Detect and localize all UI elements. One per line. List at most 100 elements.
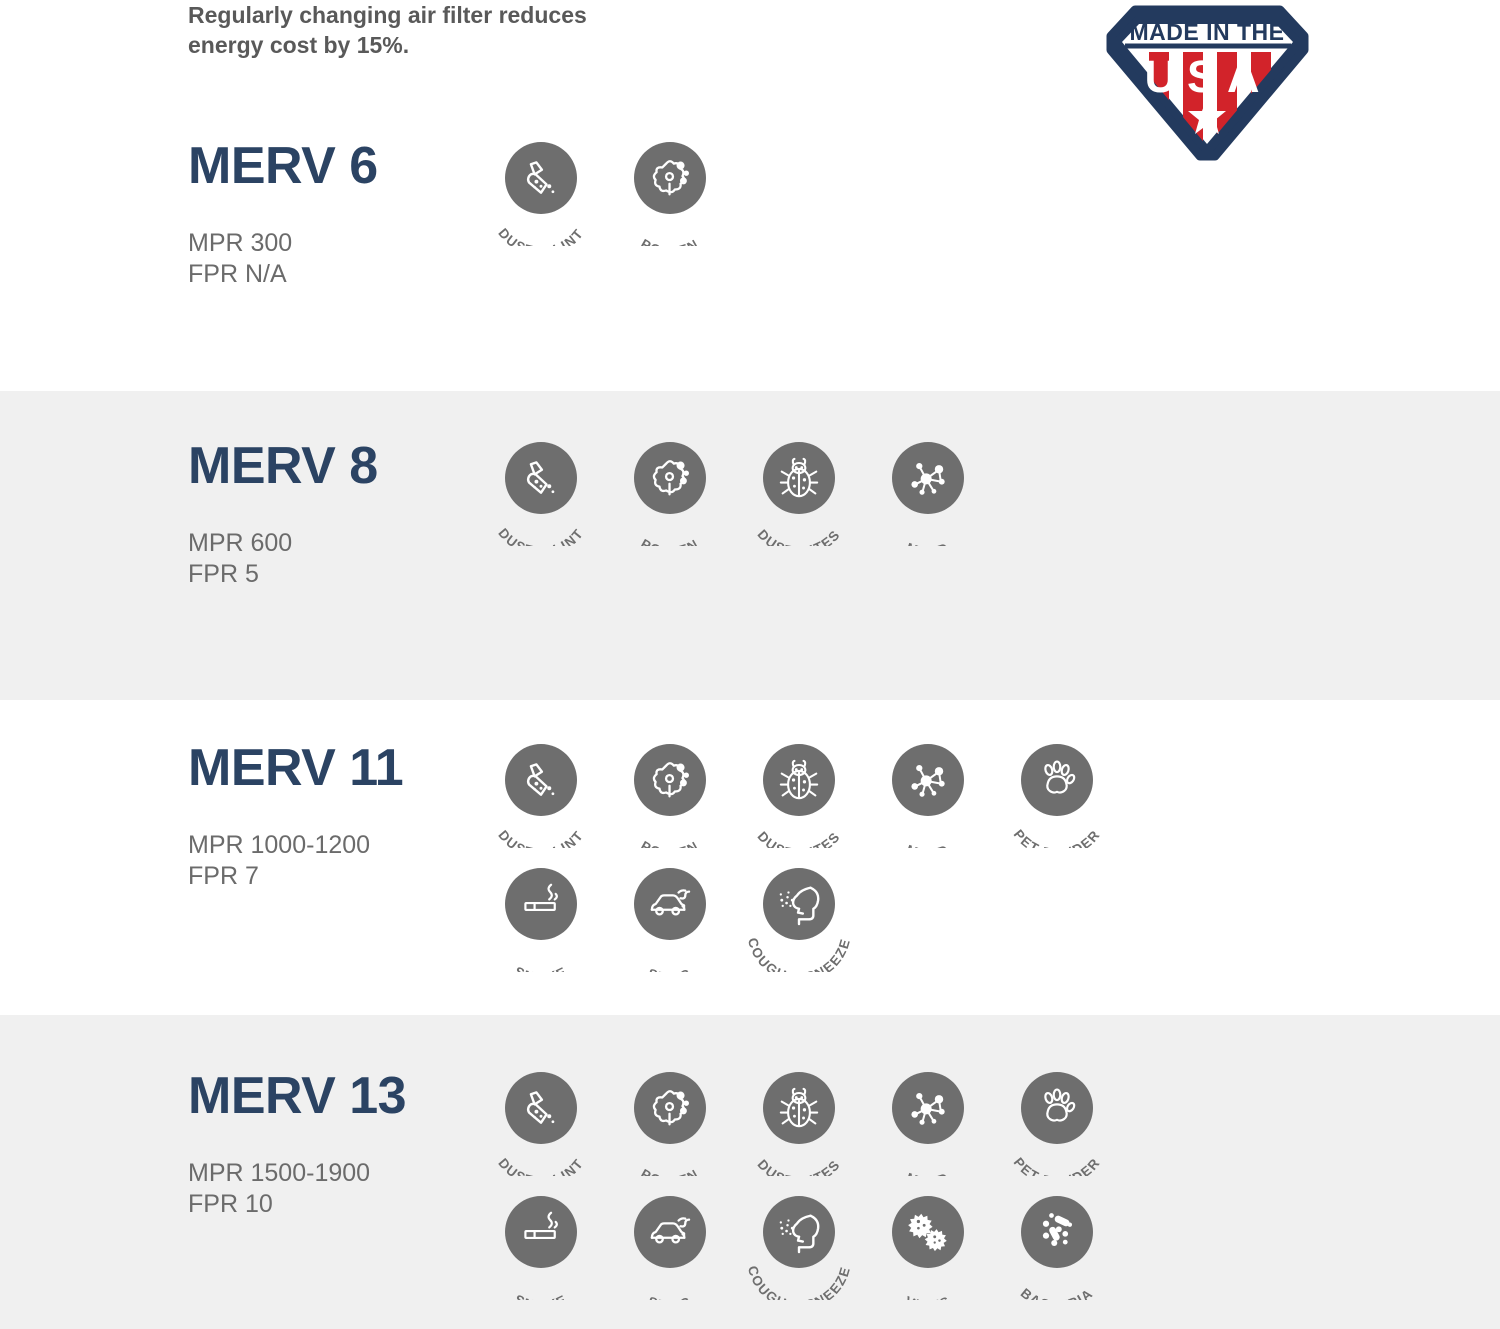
svg-text:PET DANDER: PET DANDER: [1011, 827, 1104, 848]
pet-dander-icon: [1021, 744, 1093, 816]
contaminant-dust-lint: DUST & LINT: [495, 1072, 585, 1178]
contaminant-icon-grid: DUST & LINT POLLEN D: [495, 442, 964, 548]
contaminant-bacteria: BACTERIA: [1018, 1196, 1096, 1302]
merv-ratings: MPR 600 FPR 5: [188, 528, 488, 591]
merv-ratings: MPR 300 FPR N/A: [188, 228, 488, 291]
contaminant-virus: VIRUS: [892, 1196, 964, 1302]
svg-text:SMOKE: SMOKE: [512, 964, 570, 972]
svg-text:DUST MITES: DUST MITES: [754, 527, 843, 546]
contaminant-dust-mites: DUST MITES: [754, 442, 842, 548]
fpr-value: FPR 7: [188, 862, 259, 891]
contaminant-pet-dander: PET DANDER: [1011, 1072, 1102, 1178]
contaminant-pollen: POLLEN: [634, 142, 706, 248]
contaminant-cough-sneeze: COUGH & SNEEZE: [745, 868, 852, 974]
smog-icon: [634, 1196, 706, 1268]
contaminant-icon-row: DUST & LINT POLLEN D: [495, 1072, 1102, 1178]
contaminant-pet-dander: PET DANDER: [1011, 744, 1102, 850]
contaminant-pollen: POLLEN: [634, 744, 706, 850]
fpr-value: FPR 10: [188, 1190, 273, 1219]
pollen-icon: [634, 744, 706, 816]
svg-text:DUST & LINT: DUST & LINT: [495, 1155, 586, 1176]
contaminant-pollen: POLLEN: [634, 442, 706, 548]
svg-text:COUGH & SNEEZE: COUGH & SNEEZE: [745, 1264, 854, 1300]
badge-star-icon: [1188, 98, 1226, 134]
mpr-value: MPR 1000-1200: [188, 831, 371, 859]
svg-text:MOLD: MOLD: [905, 842, 952, 848]
mold-icon: [892, 1072, 964, 1144]
svg-text:MOLD: MOLD: [905, 540, 952, 546]
dust-lint-icon: [505, 1072, 577, 1144]
mold-icon: [892, 744, 964, 816]
fpr-value: FPR 5: [188, 560, 259, 589]
svg-text:DUST MITES: DUST MITES: [754, 1157, 843, 1176]
contaminant-icon-row: DUST & LINT POLLEN D: [495, 744, 1102, 850]
svg-text:VIRUS: VIRUS: [903, 1293, 953, 1300]
contaminant-icon-row: DUST & LINT POLLEN D: [495, 442, 964, 548]
contaminant-icon-row: SMOKE SMOG COUGH & SNEEZE: [505, 868, 1093, 974]
contaminant-dust-lint: DUST & LINT: [495, 744, 585, 850]
merv-title: MERV 13: [188, 1067, 407, 1125]
fpr-value: FPR N/A: [188, 260, 287, 289]
contaminant-smog: SMOG: [634, 868, 706, 974]
virus-icon: [892, 1196, 964, 1268]
contaminant-dust-lint: DUST & LINT: [495, 142, 585, 248]
smoke-icon: [505, 1196, 577, 1268]
merv-label-block: MERV 8 MPR 600 FPR 5: [188, 440, 488, 591]
svg-text:POLLEN: POLLEN: [638, 236, 702, 246]
made-in-usa-shield-icon: MADE IN THE USA: [1106, 5, 1309, 161]
contaminant-dust-mites: DUST MITES: [754, 1072, 842, 1178]
made-in-usa-badge: MADE IN THE USA: [1105, 4, 1310, 164]
pollen-icon: [634, 442, 706, 514]
mpr-value: MPR 1500-1900: [188, 1159, 371, 1187]
dust-mites-icon: [763, 442, 835, 514]
contaminant-smoke: SMOKE: [505, 1196, 577, 1302]
mpr-value: MPR 300: [188, 229, 293, 257]
svg-text:DUST & LINT: DUST & LINT: [495, 525, 586, 546]
contaminant-dust-mites: DUST MITES: [754, 744, 842, 850]
contaminant-mold: MOLD: [892, 1072, 964, 1178]
badge-main-text: USA: [1144, 51, 1269, 102]
svg-text:SMOKE: SMOKE: [512, 1292, 570, 1300]
contaminant-icon-grid: DUST & LINT POLLEN D: [495, 1072, 1102, 1302]
cough-sneeze-icon: [763, 868, 835, 940]
merv-label-block: MERV 13 MPR 1500-1900 FPR 10: [188, 1070, 488, 1221]
contaminant-icon-row: DUST & LINT POLLEN: [495, 142, 706, 248]
pollen-icon: [634, 142, 706, 214]
cough-sneeze-icon: [763, 1196, 835, 1268]
bacteria-icon: [1021, 1196, 1093, 1268]
smog-icon: [634, 868, 706, 940]
mpr-value: MPR 600: [188, 529, 293, 557]
dust-mites-icon: [763, 744, 835, 816]
svg-text:DUST & LINT: DUST & LINT: [495, 225, 586, 246]
contaminant-smog: SMOG: [634, 1196, 706, 1302]
badge-top-text: MADE IN THE: [1130, 19, 1285, 45]
contaminant-icon-grid: DUST & LINT POLLEN: [495, 142, 706, 248]
contaminant-dust-lint: DUST & LINT: [495, 442, 585, 548]
svg-text:POLLEN: POLLEN: [638, 1166, 702, 1176]
headline-text: Regularly changing air filter reduces en…: [188, 2, 587, 59]
svg-text:SMOG: SMOG: [646, 966, 694, 972]
svg-text:POLLEN: POLLEN: [638, 536, 702, 546]
merv-title: MERV 11: [188, 739, 404, 797]
row-band-2: [0, 391, 1500, 700]
dust-lint-icon: [505, 744, 577, 816]
merv-ratings: MPR 1000-1200 FPR 7: [188, 830, 488, 893]
svg-text:MOLD: MOLD: [905, 1170, 952, 1176]
svg-text:POLLEN: POLLEN: [638, 838, 702, 848]
pet-dander-icon: [1021, 1072, 1093, 1144]
svg-text:DUST & LINT: DUST & LINT: [495, 827, 586, 848]
pollen-icon: [634, 1072, 706, 1144]
svg-text:COUGH & SNEEZE: COUGH & SNEEZE: [745, 936, 854, 972]
mold-icon: [892, 442, 964, 514]
svg-text:BACTERIA: BACTERIA: [1018, 1285, 1096, 1300]
dust-lint-icon: [505, 442, 577, 514]
dust-lint-icon: [505, 142, 577, 214]
merv-label-block: MERV 11 MPR 1000-1200 FPR 7: [188, 742, 488, 893]
contaminant-icon-grid: DUST & LINT POLLEN D: [495, 744, 1102, 974]
contaminant-icon-row: SMOKE SMOG COUGH & SNEEZE: [505, 1196, 1096, 1302]
svg-text:SMOG: SMOG: [646, 1294, 694, 1300]
dust-mites-icon: [763, 1072, 835, 1144]
merv-ratings: MPR 1500-1900 FPR 10: [188, 1158, 488, 1221]
contaminant-cough-sneeze: COUGH & SNEEZE: [745, 1196, 852, 1302]
